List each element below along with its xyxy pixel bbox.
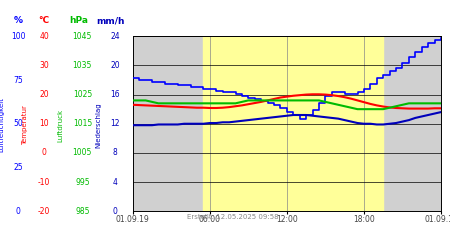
Bar xyxy=(203,36,383,211)
Text: Niederschlag: Niederschlag xyxy=(95,102,101,148)
Text: 20: 20 xyxy=(39,90,49,99)
Text: 985: 985 xyxy=(75,207,90,216)
Text: Luftdruck: Luftdruck xyxy=(58,108,64,142)
Text: 24: 24 xyxy=(110,32,120,41)
Text: 1005: 1005 xyxy=(72,148,92,158)
Text: 4: 4 xyxy=(113,178,117,186)
Text: Erstellt: 12.05.2025 09:58: Erstellt: 12.05.2025 09:58 xyxy=(187,214,279,220)
Text: 1035: 1035 xyxy=(72,61,92,70)
Text: mm/h: mm/h xyxy=(96,16,125,25)
Text: 1015: 1015 xyxy=(73,119,92,128)
Text: 0: 0 xyxy=(16,207,20,216)
Text: 30: 30 xyxy=(39,61,49,70)
Text: °C: °C xyxy=(39,16,50,25)
Text: %: % xyxy=(14,16,22,25)
Text: 16: 16 xyxy=(110,90,120,99)
Text: 1025: 1025 xyxy=(73,90,92,99)
Text: 995: 995 xyxy=(75,178,90,186)
Text: hPa: hPa xyxy=(69,16,88,25)
Text: 12: 12 xyxy=(110,119,120,128)
Text: 75: 75 xyxy=(13,76,23,84)
Text: 0: 0 xyxy=(42,148,46,158)
Text: -10: -10 xyxy=(38,178,50,186)
Text: 50: 50 xyxy=(13,119,23,128)
Text: 0: 0 xyxy=(113,207,117,216)
Text: 8: 8 xyxy=(113,148,117,158)
Text: 20: 20 xyxy=(110,61,120,70)
Text: 1045: 1045 xyxy=(72,32,92,41)
Text: 10: 10 xyxy=(39,119,49,128)
Text: 25: 25 xyxy=(13,163,23,172)
Text: Temperatur: Temperatur xyxy=(22,105,28,145)
Text: 40: 40 xyxy=(39,32,49,41)
Text: -20: -20 xyxy=(38,207,50,216)
Text: Luftfeuchtigkeit: Luftfeuchtigkeit xyxy=(0,98,5,152)
Text: 100: 100 xyxy=(11,32,25,41)
